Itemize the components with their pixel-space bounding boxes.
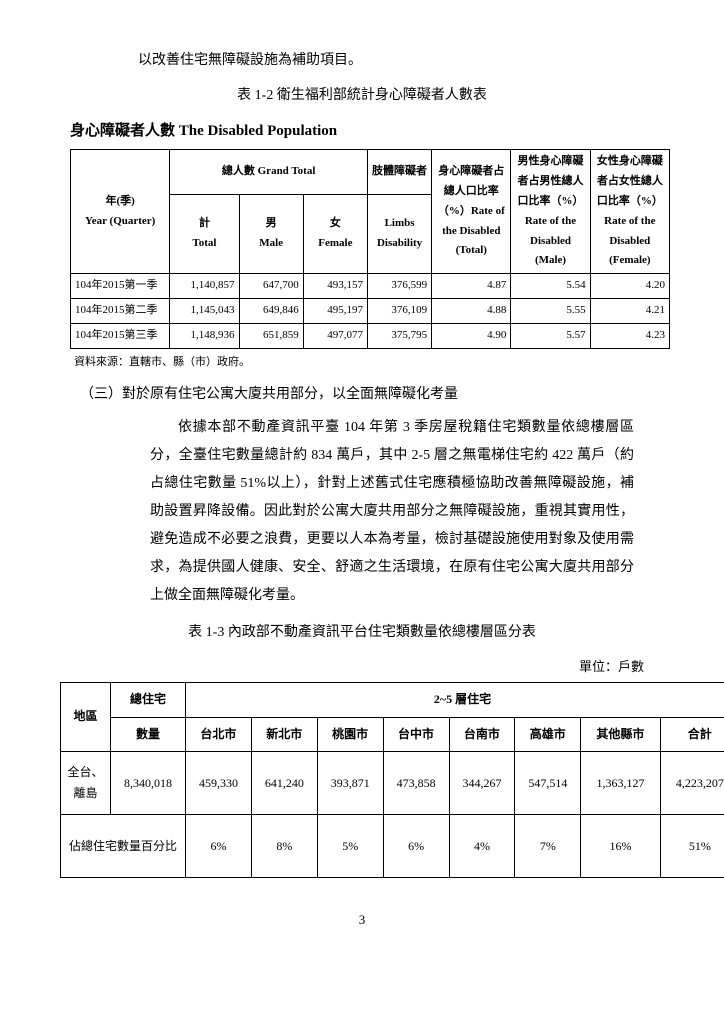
table-row: 全台、離島 8,340,018 459,330 641,240 393,871 … (61, 752, 724, 815)
table1-title: 身心障礙者人數 The Disabled Population (70, 118, 674, 145)
col-grand-total: 總人數 Grand Total (170, 150, 368, 194)
body-paragraph: 依據本部不動產資訊平臺 104 年第 3 季房屋稅籍住宅類數量依總樓層區分，全臺… (150, 414, 634, 610)
unit-label: 單位：戶數 (50, 655, 644, 678)
col-limbs2: Limbs Disability (367, 194, 431, 274)
housing-table: 地區 總住宅 2~5 層住宅 數量 台北市 新北市 桃園市 台中市 台南市 高雄… (60, 682, 724, 878)
col-male: 男 Male (239, 194, 303, 274)
disabled-population-table: 年(季) Year (Quarter) 總人數 Grand Total 肢體障礙… (70, 149, 670, 348)
col-total-house: 總住宅 (111, 683, 186, 718)
col-qty: 數量 (111, 717, 186, 752)
col-limbs: 肢體障礙者 (367, 150, 431, 194)
table-row: 104年2015第三季 1,148,936 651,859 497,077 37… (71, 323, 670, 348)
section3-heading: （三）對於原有住宅公寓大廈共用部分，以全面無障礙化考量 (80, 382, 674, 407)
page-number: 3 (50, 908, 674, 931)
table-row: 104年2015第二季 1,145,043 649,846 495,197 37… (71, 298, 670, 323)
col-male-rate: 男性身心障礙者占男性總人口比率（%）Rate of the Disabled (… (511, 150, 590, 274)
table1-source: 資料來源：直轄市、縣（市）政府。 (74, 353, 674, 373)
intro-line: 以改善住宅無障礙設施為補助項目。 (110, 48, 674, 73)
table1-caption: 表 1-2 衛生福利部統計身心障礙者人數表 (50, 83, 674, 108)
col-rate: 身心障礙者占總人口比率（%）Rate of the Disabled (Tota… (432, 150, 511, 274)
table-row: 104年2015第一季 1,140,857 647,700 493,157 37… (71, 274, 670, 299)
col-female: 女 Female (303, 194, 367, 274)
col-region: 地區 (61, 683, 111, 752)
table-row: 佔總住宅數量百分比 6% 8% 5% 6% 4% 7% 16% 51% (61, 815, 724, 878)
col-female-rate: 女性身心障礙者占女性總人口比率（%）Rate of the Disabled (… (590, 150, 669, 274)
col-25floor: 2~5 層住宅 (186, 683, 724, 718)
col-total: 計 Total (170, 194, 239, 274)
table2-caption: 表 1-3 內政部不動產資訊平台住宅類數量依總樓層區分表 (50, 620, 674, 645)
col-year: 年(季) Year (Quarter) (71, 150, 170, 274)
